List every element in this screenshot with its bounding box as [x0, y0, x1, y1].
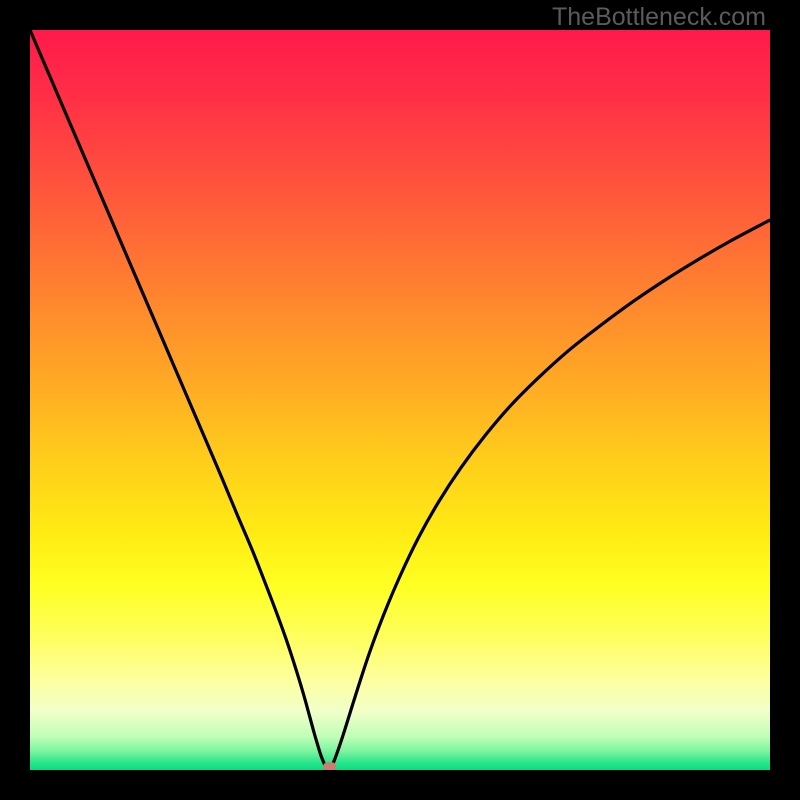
minimum-marker: [323, 762, 336, 770]
watermark-text: TheBottleneck.com: [552, 3, 766, 32]
plot-area: [30, 30, 770, 770]
chart-svg: [30, 30, 770, 770]
bottleneck-curve: [30, 30, 770, 769]
